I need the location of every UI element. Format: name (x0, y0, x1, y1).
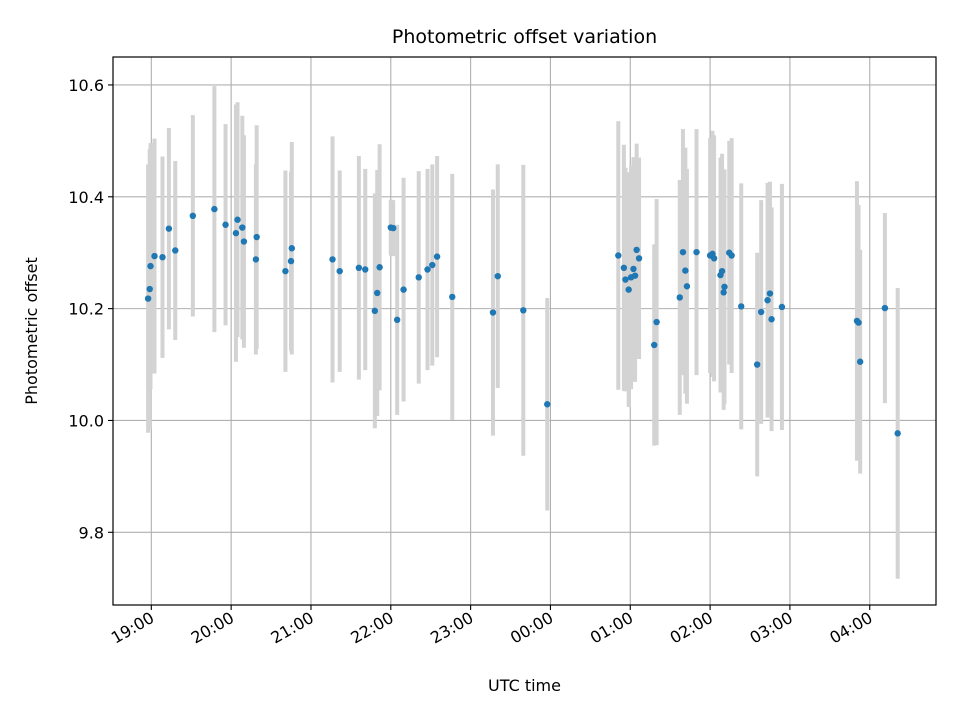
data-point (625, 286, 632, 293)
data-point (683, 283, 691, 290)
data-point (728, 252, 735, 259)
data-point (222, 221, 229, 228)
data-point (620, 264, 628, 272)
y-tick-label: 10.2 (68, 300, 104, 319)
data-point (355, 264, 363, 272)
data-point (635, 255, 643, 262)
data-point (424, 266, 431, 273)
data-point (520, 307, 527, 314)
data-point (622, 276, 629, 283)
y-tick-label: 10.6 (68, 76, 104, 95)
plot-frame (112, 56, 937, 606)
data-point (165, 225, 173, 232)
data-point (240, 238, 248, 245)
data-point (232, 229, 240, 237)
data-point (676, 294, 683, 301)
data-point (374, 289, 381, 297)
y-tick-label: 10.0 (68, 411, 104, 430)
data-point (682, 267, 689, 274)
data-point (189, 212, 197, 220)
data-point (449, 293, 456, 301)
data-point (393, 316, 401, 324)
data-markers (144, 205, 901, 437)
data-point (371, 307, 379, 315)
data-point (633, 246, 640, 254)
data-point (766, 290, 774, 297)
data-point (376, 264, 383, 271)
data-point (362, 266, 369, 273)
data-point (718, 267, 726, 275)
data-point (252, 256, 260, 263)
data-point (239, 224, 246, 231)
data-point (757, 308, 765, 316)
data-point (329, 256, 336, 263)
data-point (147, 262, 154, 270)
chart-title: Photometric offset variation (392, 26, 657, 48)
y-tick-label: 9.8 (79, 523, 104, 542)
data-point (615, 252, 622, 259)
data-point (415, 274, 422, 281)
data-point (433, 253, 441, 260)
data-point (211, 205, 218, 213)
data-point (151, 252, 158, 260)
data-point (336, 267, 343, 275)
data-point (144, 295, 152, 302)
data-point (389, 224, 397, 232)
data-point (400, 286, 407, 293)
data-point (253, 233, 260, 241)
data-point (693, 248, 700, 256)
data-point (721, 283, 728, 291)
x-axis-label: UTC time (488, 676, 561, 695)
data-point (778, 303, 786, 311)
data-point (855, 319, 862, 326)
data-point (710, 255, 718, 262)
data-point (856, 358, 864, 365)
data-point (894, 430, 901, 437)
data-point (768, 316, 775, 323)
data-point (282, 267, 289, 275)
data-point (287, 257, 295, 265)
data-point (494, 273, 501, 280)
data-point (679, 248, 687, 256)
data-point (651, 341, 658, 349)
data-point (630, 265, 637, 273)
data-point (172, 247, 179, 254)
y-axis-ticks: 9.8 10.0 10.2 10.4 10.6 (68, 76, 113, 542)
data-point (146, 285, 153, 293)
data-point (544, 401, 551, 408)
data-point (738, 303, 745, 310)
data-point (234, 216, 241, 223)
y-axis-label: Photometric offset (22, 257, 41, 405)
data-point (720, 289, 727, 296)
data-point (764, 297, 771, 304)
y-tick-label: 10.4 (68, 188, 104, 207)
data-point (881, 304, 889, 312)
data-point (288, 245, 296, 252)
data-point (489, 309, 497, 316)
data-point (753, 361, 761, 368)
data-point (631, 272, 639, 279)
data-point (653, 318, 660, 326)
data-point (159, 253, 166, 261)
data-point (429, 261, 436, 269)
